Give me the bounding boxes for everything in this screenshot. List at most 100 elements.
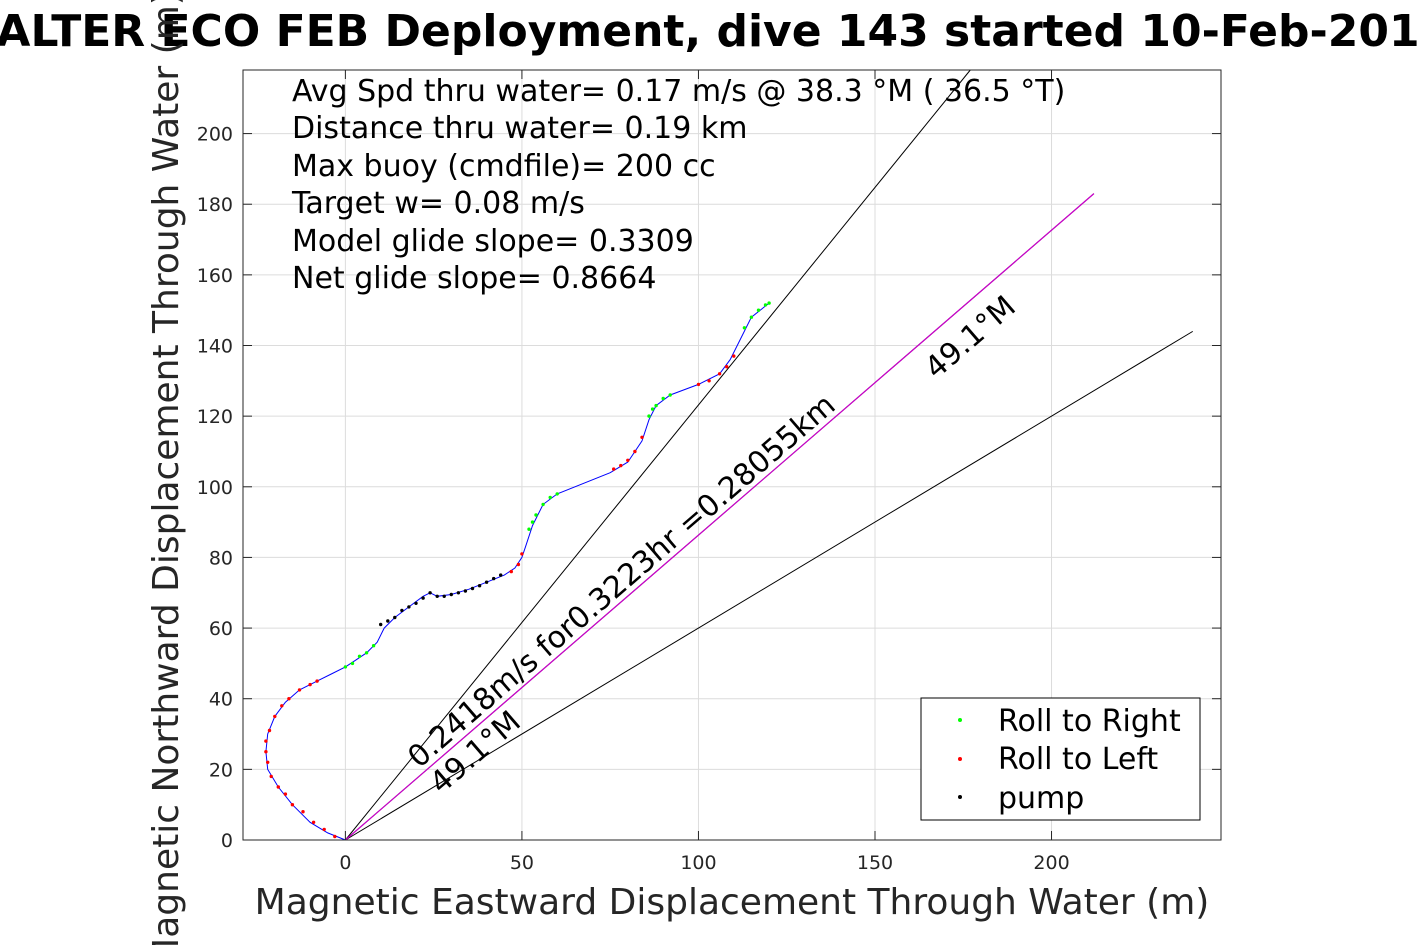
point-roll-to-right	[350, 661, 355, 666]
point-roll-to-left	[619, 463, 623, 468]
point-roll-to-left	[640, 435, 644, 439]
point-roll-to-right	[343, 665, 348, 669]
chart-title: ALTER ECO FEB Deployment, dive 143 start…	[0, 6, 1417, 57]
point-pump	[379, 622, 383, 627]
reference-lines	[344, 69, 1194, 841]
y-tick-label: 20	[209, 759, 233, 781]
info-model-glide: Model glide slope= 0.3309	[292, 224, 694, 259]
point-pump	[499, 573, 503, 577]
point-pump	[463, 589, 468, 593]
bearing-line	[345, 69, 971, 841]
point-pump	[449, 592, 453, 597]
point-roll-to-left	[322, 827, 326, 832]
point-roll-to-left	[520, 552, 524, 556]
dive-track-line	[265, 302, 770, 841]
x-tick-label: 150	[857, 852, 893, 874]
data-points	[264, 301, 771, 839]
x-axis-label: Magnetic Eastward Displacement Through W…	[255, 882, 1210, 923]
point-roll-to-left	[267, 728, 272, 733]
point-pump	[470, 586, 475, 591]
point-roll-to-left	[280, 704, 284, 708]
y-tick-label: 160	[197, 265, 233, 287]
point-roll-to-left	[308, 682, 312, 687]
legend: Roll to Right Roll to Left pump	[920, 697, 1201, 821]
point-roll-to-left	[276, 785, 280, 789]
heading-lower-line	[345, 330, 1194, 841]
point-roll-to-right	[749, 315, 754, 319]
point-roll-to-left	[315, 679, 319, 683]
y-tick-label: 100	[197, 477, 233, 499]
legend-box	[920, 697, 1201, 821]
info-distance: Distance thru water= 0.19 km	[292, 111, 747, 146]
legend-label-roll-right: Roll to Right	[998, 704, 1181, 739]
point-roll-to-left	[311, 820, 316, 824]
point-roll-to-right	[357, 654, 362, 658]
point-roll-to-right	[534, 513, 538, 517]
point-roll-to-left	[297, 688, 302, 692]
point-roll-to-right	[527, 527, 531, 531]
point-pump	[414, 601, 418, 605]
point-roll-to-left	[287, 697, 291, 701]
point-pump	[393, 615, 397, 620]
point-roll-to-right	[555, 492, 559, 496]
point-pump	[442, 594, 446, 598]
point-roll-to-left	[516, 562, 521, 567]
heading-annotation-upper: 49.1°M	[918, 289, 1022, 386]
y-tick-label: 60	[209, 618, 233, 640]
plot-frame	[242, 69, 1222, 841]
point-pump	[492, 576, 496, 581]
legend-label-roll-left: Roll to Left	[998, 742, 1158, 777]
point-roll-to-right	[650, 407, 655, 411]
point-roll-to-right	[530, 520, 535, 524]
y-tick-label: 80	[209, 547, 233, 569]
point-roll-to-right	[756, 308, 761, 312]
x-tick-label: 0	[339, 852, 351, 874]
point-roll-to-right	[661, 396, 665, 401]
point-roll-to-left	[509, 569, 513, 574]
point-roll-to-right	[654, 403, 658, 408]
info-box: Avg Spd thru water= 0.17 m/s @ 38.3 °M (…	[291, 74, 1065, 296]
y-axis-label: Magnetic Northward Displacement Through …	[146, 0, 187, 945]
point-roll-to-left	[269, 774, 273, 779]
y-tick-label: 200	[197, 124, 233, 146]
point-roll-to-left	[283, 792, 288, 796]
point-pump	[386, 619, 390, 623]
point-roll-to-right	[371, 644, 376, 648]
y-tick-label: 120	[197, 406, 233, 428]
info-max-buoy: Max buoy (cmdfile)= 200 cc	[292, 149, 716, 184]
point-roll-to-left	[333, 834, 337, 839]
point-pump	[400, 608, 404, 613]
net-displacement-line	[344, 193, 1095, 841]
point-roll-to-left	[732, 354, 736, 358]
x-tick-label: 100	[680, 852, 716, 874]
y-tick-label: 180	[197, 194, 233, 216]
legend-marker-pump	[958, 795, 962, 799]
point-roll-to-right	[742, 326, 747, 330]
point-pump	[484, 580, 489, 584]
point-pump	[435, 594, 439, 598]
info-avg-speed: Avg Spd thru water= 0.17 m/s @ 38.3 °M (…	[292, 74, 1065, 109]
point-pump	[407, 605, 411, 609]
y-tick-label: 40	[209, 689, 233, 711]
point-roll-to-right	[767, 301, 771, 305]
point-roll-to-left	[264, 739, 268, 743]
point-roll-to-right	[364, 651, 369, 655]
point-roll-to-left	[266, 760, 270, 764]
point-roll-to-left	[612, 467, 616, 471]
y-tick-label: 0	[221, 830, 233, 852]
dive-track	[265, 302, 770, 841]
point-roll-to-left	[290, 803, 295, 807]
axis-ticks: 0 50 100 150 200 0 20 40 60 80 100 120 140 160 180 200	[197, 70, 1221, 874]
legend-marker-roll-right	[958, 718, 962, 722]
point-roll-to-left	[725, 365, 729, 369]
point-roll-to-left	[707, 379, 711, 383]
point-roll-to-left	[301, 810, 305, 814]
info-net-glide: Net glide slope= 0.8664	[292, 261, 656, 296]
point-roll-to-right	[541, 502, 545, 507]
point-roll-to-left	[717, 372, 722, 376]
point-pump	[428, 591, 432, 595]
x-tick-label: 50	[510, 852, 534, 874]
point-roll-to-left	[633, 449, 637, 454]
point-roll-to-right	[647, 414, 651, 418]
